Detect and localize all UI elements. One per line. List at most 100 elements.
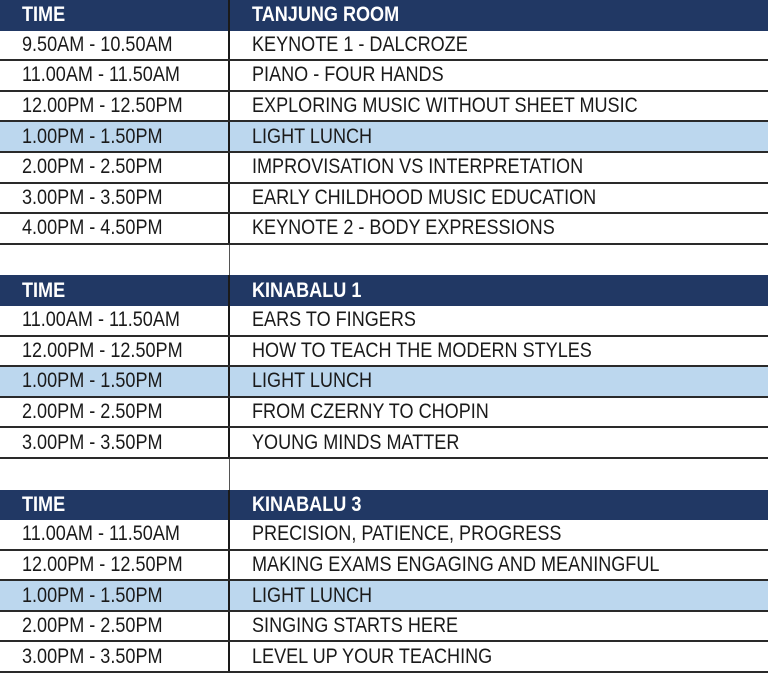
session-title: IMPROVISATION VS INTERPRETATION [252,155,584,179]
session-time-cell: 1.00PM - 1.50PM [0,122,230,151]
table-row: 2.00PM - 2.50PM FROM CZERNY TO CHOPIN [0,397,768,429]
time-header-cell: TIME [0,489,230,521]
session-title-cell: LIGHT LUNCH [230,581,768,610]
session-title-cell: HOW TO TEACH THE MODERN STYLES [230,337,768,366]
table-row: 1.00PM - 1.50PM LIGHT LUNCH [0,581,768,612]
session-time-cell: 9.50AM - 10.50AM [0,30,230,60]
session-title-cell: FROM CZERNY TO CHOPIN [230,398,768,427]
section-header: TIME KINABALU 3 [0,489,768,521]
table-row: 12.00PM - 12.50PM EXPLORING MUSIC WITHOUT… [0,91,768,123]
session-title: LIGHT LUNCH [252,124,373,148]
session-time-cell: 3.00PM - 3.50PM [0,642,230,672]
room-name: KINABALU 1 [252,278,362,302]
room-name-cell: KINABALU 1 [230,275,768,306]
section-header: TIME KINABALU 1 [0,275,768,306]
session-time-cell: 2.00PM - 2.50PM [0,152,230,182]
session-title: MAKING EXAMS ENGAGING AND MEANINGFUL [252,552,660,576]
session-title-cell: IMPROVISATION VS INTERPRETATION [230,153,768,182]
session-time: 12.00PM - 12.50PM [22,552,183,576]
session-title: LIGHT LUNCH [252,369,373,393]
table-row: 2.00PM - 2.50PM IMPROVISATION VS INTERPRE… [0,152,768,184]
table-row: 1.00PM - 1.50PM LIGHT LUNCH [0,367,768,398]
session-time-cell: 2.00PM - 2.50PM [0,397,230,427]
session-title: HOW TO TEACH THE MODERN STYLES [252,338,592,362]
session-title-cell: LEVEL UP YOUR TEACHING [230,642,768,671]
session-time-cell: 12.00PM - 12.50PM [0,550,230,580]
session-time: 11.00AM - 11.50AM [22,308,180,332]
table-row: 3.00PM - 3.50PM EARLY CHILDHOOD MUSIC EDU… [0,183,768,215]
session-time-cell: 12.00PM - 12.50PM [0,91,230,121]
time-header: TIME [22,3,66,27]
session-title: EXPLORING MUSIC WITHOUT SHEET MUSIC [252,94,638,118]
section-spacer [0,244,768,276]
session-time: 3.00PM - 3.50PM [22,644,163,668]
session-title-cell: KEYNOTE 2 - BODY EXPRESSIONS [230,214,768,243]
session-title: EARS TO FINGERS [252,308,416,332]
time-header: TIME [22,278,66,302]
session-title: KEYNOTE 1 - DALCROZE [252,32,468,56]
room-name-cell: KINABALU 3 [230,490,768,521]
session-title: EARLY CHILDHOOD MUSIC EDUCATION [252,185,597,209]
session-time-cell: 3.00PM - 3.50PM [0,183,230,213]
session-time: 1.00PM - 1.50PM [22,124,163,148]
session-title: YOUNG MINDS MATTER [252,430,460,454]
session-title: LEVEL UP YOUR TEACHING [252,644,493,668]
session-time: 4.00PM - 4.50PM [22,216,163,240]
session-title-cell: LIGHT LUNCH [230,367,768,396]
session-time-cell: 12.00PM - 12.50PM [0,336,230,366]
session-title-cell: YOUNG MINDS MATTER [230,428,768,457]
room-name: KINABALU 3 [252,492,362,516]
session-time: 11.00AM - 11.50AM [22,63,180,87]
session-time-cell: 3.00PM - 3.50PM [0,428,230,457]
session-title-cell: PRECISION, PATIENCE, PROGRESS [230,520,768,549]
table-row: 12.00PM - 12.50PM MAKING EXAMS ENGAGING A… [0,550,768,582]
table-row: 11.00AM - 11.50AM PIANO - FOUR HANDS [0,61,768,92]
table-row: 3.00PM - 3.50PM YOUNG MINDS MATTER [0,428,768,459]
session-time-cell: 11.00AM - 11.50AM [0,61,230,90]
session-time: 2.00PM - 2.50PM [22,400,163,424]
session-time: 1.00PM - 1.50PM [22,583,163,607]
table-row: 2.00PM - 2.50PM SINGING STARTS HERE [0,611,768,643]
session-title: KEYNOTE 2 - BODY EXPRESSIONS [252,216,555,240]
session-time: 3.00PM - 3.50PM [22,185,163,209]
table-row: 12.00PM - 12.50PM HOW TO TEACH THE MODERN… [0,336,768,368]
session-time: 11.00AM - 11.50AM [22,522,180,546]
section-header: TIME TANJUNG ROOM [0,0,768,31]
session-time-cell: 1.00PM - 1.50PM [0,367,230,396]
session-title-cell: EARS TO FINGERS [230,306,768,335]
time-header-cell: TIME [0,275,230,306]
table-row: 11.00AM - 11.50AM EARS TO FINGERS [0,305,768,337]
table-row: 9.50AM - 10.50AM KEYNOTE 1 - DALCROZE [0,30,768,62]
session-title: LIGHT LUNCH [252,583,373,607]
room-name-cell: TANJUNG ROOM [230,0,768,31]
time-header-cell: TIME [0,0,230,31]
session-title-cell: LIGHT LUNCH [230,122,768,151]
session-title: FROM CZERNY TO CHOPIN [252,400,489,424]
session-title-cell: PIANO - FOUR HANDS [230,61,768,90]
session-time: 12.00PM - 12.50PM [22,338,183,362]
session-time-cell: 1.00PM - 1.50PM [0,581,230,610]
session-time: 3.00PM - 3.50PM [22,430,163,454]
session-title: PRECISION, PATIENCE, PROGRESS [252,522,562,546]
session-title-cell: SINGING STARTS HERE [230,612,768,641]
session-title-cell: EARLY CHILDHOOD MUSIC EDUCATION [230,184,768,213]
session-time-cell: 2.00PM - 2.50PM [0,611,230,641]
session-time: 2.00PM - 2.50PM [22,614,163,638]
session-title: PIANO - FOUR HANDS [252,63,444,87]
session-title-cell: KEYNOTE 1 - DALCROZE [230,31,768,60]
table-row: 11.00AM - 11.50AM PRECISION, PATIENCE, PR… [0,520,768,551]
table-row: 3.00PM - 3.50PM LEVEL UP YOUR TEACHING [0,642,768,673]
session-time: 12.00PM - 12.50PM [22,94,183,118]
session-time: 2.00PM - 2.50PM [22,155,163,179]
session-title-cell: EXPLORING MUSIC WITHOUT SHEET MUSIC [230,92,768,121]
session-time: 1.00PM - 1.50PM [22,369,163,393]
table-row: 1.00PM - 1.50PM LIGHT LUNCH [0,122,768,153]
session-time: 9.50AM - 10.50AM [22,32,173,56]
table-row: 4.00PM - 4.50PM KEYNOTE 2 - BODY EXPRESSI… [0,214,768,245]
session-time-cell: 11.00AM - 11.50AM [0,305,230,335]
session-time-cell: 4.00PM - 4.50PM [0,214,230,243]
session-title: SINGING STARTS HERE [252,614,459,638]
session-title-cell: MAKING EXAMS ENGAGING AND MEANINGFUL [230,551,768,580]
section-spacer [0,458,768,490]
